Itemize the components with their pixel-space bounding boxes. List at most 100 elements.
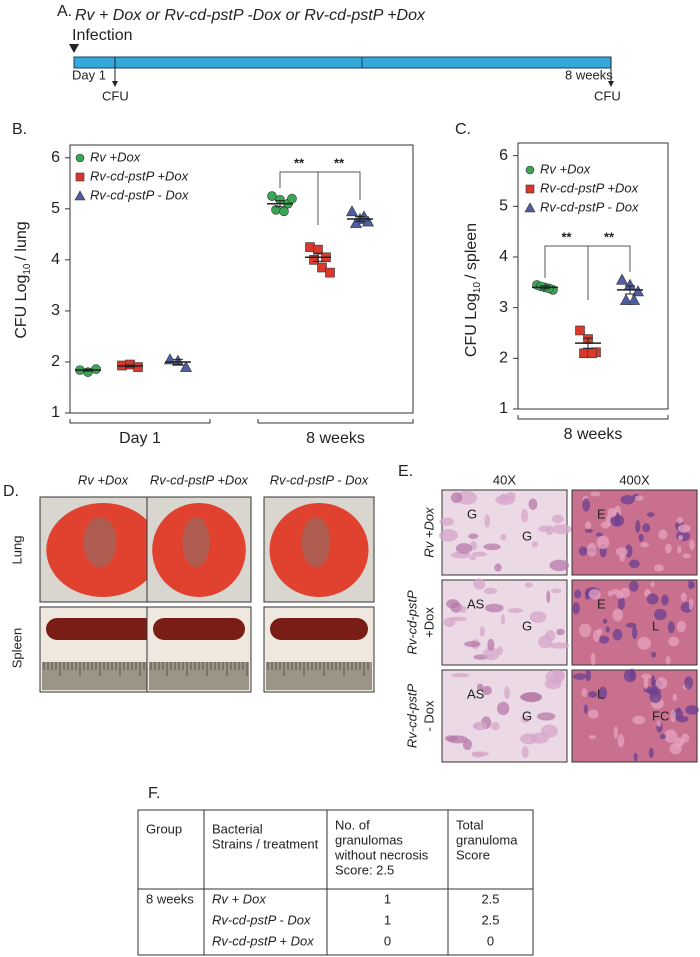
tissue — [588, 588, 601, 600]
tissue — [548, 642, 570, 649]
significance-label: ** — [561, 229, 572, 244]
y-tick-label: 5 — [51, 200, 60, 217]
table-cell: 0 — [487, 933, 494, 948]
tissue — [607, 590, 613, 597]
spleen — [46, 618, 160, 640]
tissue — [590, 652, 596, 666]
legend-marker — [74, 190, 86, 201]
arrow — [69, 44, 79, 53]
tissue — [450, 492, 463, 504]
tissue — [473, 721, 487, 731]
table-cell: 0 — [384, 933, 391, 948]
tissue — [460, 605, 467, 613]
tissue — [464, 641, 481, 648]
y-tick-label: 6 — [51, 149, 60, 166]
data-point — [287, 193, 297, 204]
category-bracket — [69, 419, 211, 424]
table-cell: 2.5 — [481, 912, 499, 927]
y-axis-label-part: / spleen — [463, 223, 480, 279]
data-point — [349, 216, 363, 228]
tissue — [640, 542, 650, 548]
tissue — [628, 559, 640, 569]
tissue — [479, 626, 485, 637]
panel-label: D. — [3, 483, 19, 500]
error-bar — [173, 358, 183, 366]
y-tick-label: 1 — [51, 404, 60, 421]
tissue — [578, 623, 592, 638]
tissue — [670, 709, 676, 723]
tissue — [537, 712, 556, 721]
error-bar — [125, 364, 135, 368]
table-cell: Rv + Dox — [212, 891, 266, 906]
tissue — [483, 587, 498, 595]
tissue — [519, 692, 542, 702]
tissue — [648, 747, 654, 759]
tissue — [655, 677, 668, 690]
x-tick-label: 8 weeks — [564, 426, 623, 443]
legend-label: Rv-cd-pstP - Dox — [540, 199, 639, 214]
table-cell: 2.5 — [481, 891, 499, 906]
tissue — [605, 626, 610, 633]
row-header: Rv-cd-pstP — [404, 684, 419, 749]
tissue — [643, 676, 649, 689]
tissue — [676, 620, 687, 633]
tissue — [651, 675, 656, 686]
table-header: Strains / treatment — [212, 836, 319, 851]
column-header: 40X — [493, 472, 516, 487]
legend-label: Rv-cd-pstP +Dox — [540, 180, 639, 195]
panel-label: E. — [398, 463, 413, 480]
data-point — [325, 267, 335, 278]
tissue — [651, 651, 657, 658]
tissue — [680, 592, 687, 602]
tissue — [682, 553, 691, 559]
error-bar — [275, 200, 285, 208]
significance-bracket — [279, 171, 319, 225]
tissue — [456, 491, 478, 505]
y-axis-label-part: CFU Log — [463, 293, 480, 357]
image-label: G — [522, 528, 532, 543]
tissue — [588, 691, 598, 698]
tissue — [471, 551, 488, 557]
tissue — [520, 733, 538, 745]
tissue — [552, 524, 572, 535]
tissue — [688, 579, 694, 590]
tissue — [620, 495, 635, 505]
image-label: L — [597, 686, 604, 701]
tissue — [476, 683, 484, 691]
row-header: +Dox — [421, 607, 436, 638]
tissue — [588, 709, 599, 719]
tissue — [472, 723, 480, 729]
tissue — [598, 686, 608, 700]
legend-marker — [525, 184, 535, 194]
image-label: G — [522, 708, 532, 723]
tissue — [578, 546, 588, 556]
data-point — [579, 348, 589, 359]
tissue — [586, 542, 597, 557]
timeline-start: Infection — [72, 27, 132, 44]
data-point — [575, 325, 585, 336]
table-cell: Rv-cd-pstP - Dox — [212, 912, 311, 927]
legend-label: Rv-cd-pstP +Dox — [90, 168, 189, 183]
tissue — [596, 535, 610, 550]
tissue — [665, 543, 672, 554]
table-cell: 8 weeks — [146, 891, 194, 906]
category-bracket — [517, 415, 669, 420]
data-point — [627, 293, 641, 305]
tissue — [505, 492, 516, 500]
tissue — [629, 668, 636, 681]
tissue — [494, 563, 502, 572]
image-label: E — [597, 596, 606, 611]
row-header: - Dox — [421, 700, 436, 732]
table-header: Group — [146, 821, 182, 836]
y-axis-label-part: / lung — [13, 221, 30, 260]
row-header: Spleen — [9, 628, 24, 668]
y-tick-label: 3 — [499, 299, 508, 316]
error-bar — [583, 337, 593, 349]
image-label: G — [522, 618, 532, 633]
tissue — [572, 673, 587, 680]
tissue — [544, 630, 556, 642]
tissue — [574, 589, 582, 599]
tissue — [610, 514, 625, 527]
column-header: 400X — [619, 472, 650, 487]
